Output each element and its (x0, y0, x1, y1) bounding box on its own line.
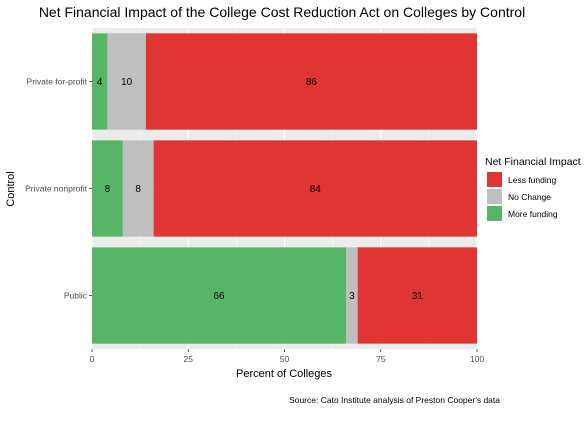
bar-value-label: 8 (105, 184, 111, 195)
bar-segment (357, 247, 477, 344)
legend-title: Net Financial Impact (485, 156, 581, 168)
legend-label: Less funding (508, 175, 556, 185)
bar-segment (153, 140, 477, 237)
bars (92, 33, 477, 344)
x-tick-label: 0 (90, 354, 95, 364)
bar-value-label: 66 (213, 291, 225, 302)
legend-swatch (487, 172, 502, 187)
bar-segment (92, 247, 347, 344)
bar-value-label: 31 (412, 291, 424, 302)
x-tick-label: 25 (184, 354, 194, 364)
bar-value-label: 86 (306, 77, 318, 88)
bar-value-label: 3 (349, 291, 355, 302)
x-tick-label: 75 (376, 354, 386, 364)
bar-segment (92, 140, 123, 237)
bar-value-label: 84 (310, 184, 322, 195)
legend-swatch (487, 189, 502, 204)
bar-value-label: 4 (97, 77, 103, 88)
legend: Net Financial Impact Less funding No Chan… (485, 156, 581, 221)
y-tick-label: Private nonprofit (25, 184, 88, 194)
y-tick-label: Public (64, 291, 88, 301)
chart-title: Net Financial Impact of the College Cost… (39, 4, 525, 20)
y-axis-ticks: Private for-profit Private nonprofit Publi… (25, 77, 92, 301)
bar-segment (92, 33, 108, 130)
legend-swatch (487, 206, 502, 221)
x-axis-ticks: 0 25 50 75 100 (90, 349, 484, 364)
x-axis-title: Percent of Colleges (236, 368, 332, 380)
y-tick-label: Private for-profit (27, 77, 88, 87)
bar-segment (107, 33, 146, 130)
bar-segment (346, 247, 358, 344)
legend-label: More funding (508, 209, 558, 219)
bar-segment (145, 33, 477, 130)
source-caption: Source: Cato Institute analysis of Prest… (289, 395, 500, 405)
x-tick-label: 100 (470, 354, 484, 364)
bar-value-label: 10 (121, 77, 133, 88)
x-tick-label: 50 (280, 354, 290, 364)
legend-label: No Change (508, 192, 551, 202)
data-labels: 4 10 86 8 8 84 66 3 31 (97, 77, 423, 302)
bar-value-label: 8 (135, 184, 141, 195)
bar-segment (122, 140, 154, 237)
y-axis-title: Control (5, 171, 17, 206)
